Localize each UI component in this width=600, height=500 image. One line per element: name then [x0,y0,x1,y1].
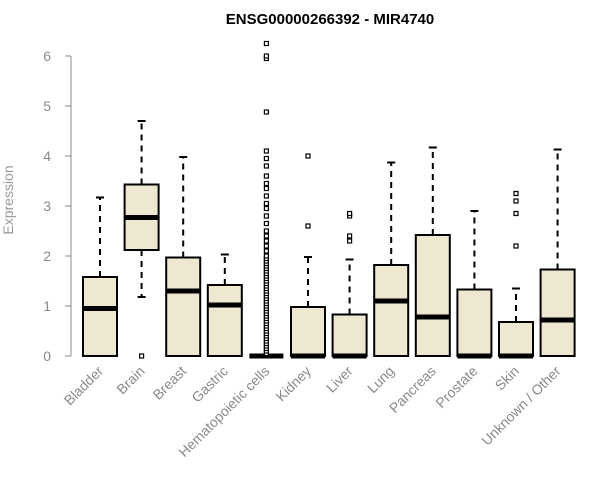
x-tick-label: Kidney [273,363,315,405]
outlier-point [263,205,269,212]
box-breast [165,156,202,357]
outlier-point [513,190,519,197]
box-body [206,284,243,357]
outlier-point [263,228,269,234]
y-tick-label: 4 [43,148,51,164]
box-brain [123,120,160,359]
outlier-point [263,148,269,154]
outlier-point [513,210,519,217]
box-bladder [82,196,118,357]
outlier-point [513,243,519,249]
outlier-point [347,233,353,239]
y-axis-label: Expression [0,165,16,234]
outlier-point [263,53,269,59]
box-series [82,40,576,359]
outlier-point [263,220,269,227]
y-axis: 0 1 2 3 4 5 6 [43,48,72,364]
outlier-point [263,200,269,207]
y-tick-label: 2 [43,248,51,264]
box-liver [331,210,368,359]
x-tick-label: Breast [149,363,189,403]
y-tick-label: 3 [43,198,51,214]
box-hematopoietic-cells [249,40,284,359]
x-tick-label: Lung [364,363,397,396]
outlier-point [263,243,269,249]
outlier-point [263,40,269,47]
x-tick-label: Unknown / Other [478,363,564,449]
outlier-point [263,233,269,239]
outlier-point [347,210,353,217]
box-skin [498,190,534,359]
box-body [373,264,410,357]
outlier-point [347,238,353,244]
box-kidney [290,153,326,359]
outlier-point [263,213,269,219]
box-body [331,313,368,357]
box-body [414,234,451,357]
y-tick-label: 0 [43,348,51,364]
outlier-point [263,193,269,199]
box-body [498,321,534,357]
outlier-point [513,198,519,204]
y-tick-label: 6 [43,48,51,64]
outlier-point [263,238,269,244]
box-body [290,306,326,357]
outlier-point [263,173,269,179]
box-body [165,256,202,357]
box-body [456,288,493,357]
outlier-point [263,109,269,115]
y-tick-label: 1 [43,298,51,314]
x-tick-label: Skin [492,363,523,394]
box-gastric [206,253,243,357]
box-lung [373,161,410,357]
outlier-point [263,253,269,259]
box-pancreas [414,146,451,357]
box-body [82,276,118,357]
outlier-point [305,223,311,229]
x-tick-label: Liver [323,363,356,396]
x-tick-label: Bladder [61,363,107,409]
outlier-point [305,153,311,159]
x-tick-label: Brain [113,363,147,397]
box-prostate [456,210,493,359]
outlier-point [263,163,269,169]
outlier-point [263,155,269,162]
box-body [539,268,576,357]
chart-title: ENSG00000266392 - MIR4740 [226,11,434,28]
outlier-point [263,248,269,254]
box-unknown-other [539,148,576,357]
outlier-point [139,353,145,359]
x-tick-label: Prostate [432,363,480,411]
outlier-point [263,185,269,192]
y-tick-label: 5 [43,98,51,114]
outlier-point [263,180,269,187]
